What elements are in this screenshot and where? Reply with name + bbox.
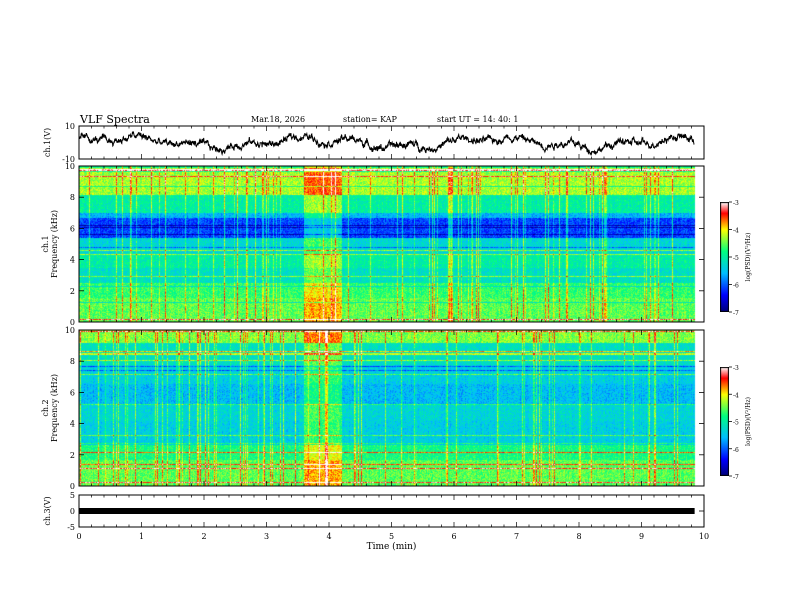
ch2-spectrogram-image — [79, 330, 704, 486]
x-tick-label: 5 — [389, 532, 394, 541]
colorbar-tick-label: -6 — [733, 283, 739, 290]
ch1-freq-axis-label: Frequency (kHz) — [50, 210, 59, 278]
colorbar-tick-label: -4 — [733, 228, 739, 235]
x-tick-label: 9 — [639, 532, 644, 541]
ch1-freq-tick-label: 8 — [70, 193, 75, 202]
ch3-tick-label: 5 — [70, 491, 75, 500]
x-axis-label: Time (min) — [367, 541, 417, 552]
colorbar-tick-label: -7 — [733, 474, 739, 481]
ch2-axis-label: ch.2 — [41, 399, 50, 416]
ch1-freq-tick-label: 10 — [65, 162, 75, 171]
ch3-level-band — [79, 508, 695, 514]
ch3-tick-label: 0 — [70, 507, 75, 516]
ch3-axis-label: ch.3(V) — [43, 496, 52, 525]
ch2-freq-tick-label: 2 — [70, 451, 75, 460]
ch1-axis-label: ch.1 — [41, 235, 50, 252]
x-tick-label: 8 — [576, 532, 581, 541]
ch1-tick-label: -10 — [62, 155, 75, 164]
colorbar-tick-label: -3 — [733, 200, 739, 207]
ch1-waveform-line — [78, 131, 695, 157]
ch2-freq-tick-label: 8 — [70, 357, 75, 366]
colorbar-tick-label: -5 — [733, 255, 739, 262]
ch2-freq-tick-label: 4 — [70, 420, 75, 429]
ch1-axis-label: ch.1(V) — [43, 128, 52, 157]
colorbar-label: log(PSD)(V²/Hz) — [745, 233, 752, 282]
ch1-freq-tick-label: 2 — [70, 287, 75, 296]
colorbar-label: log(PSD)(V²/Hz) — [745, 397, 752, 446]
x-tick-label: 1 — [139, 532, 144, 541]
header-station: station= KAP — [343, 115, 398, 124]
x-tick-label: 10 — [699, 532, 709, 541]
ch2-colorbar — [720, 367, 729, 476]
x-tick-label: 7 — [514, 532, 519, 541]
ch2-freq-tick-label: 10 — [65, 326, 75, 335]
x-tick-label: 0 — [76, 532, 81, 541]
ch3-tick-label: -5 — [67, 523, 75, 532]
ch2-freq-axis-label: Frequency (kHz) — [50, 374, 59, 442]
x-tick-label: 6 — [451, 532, 456, 541]
ch1-colorbar — [720, 202, 729, 312]
colorbar-tick-label: -7 — [733, 310, 739, 317]
header-start-ut: start UT = 14: 40: 1 — [437, 115, 518, 124]
ch2-freq-tick-label: 6 — [70, 388, 75, 397]
panel-frame — [78, 329, 705, 487]
panel-frame — [78, 165, 705, 323]
ch1-freq-tick-label: 6 — [70, 224, 75, 233]
figure-title: VLF Spectra — [79, 113, 150, 126]
x-tick-label: 2 — [201, 532, 206, 541]
ch1-freq-tick-label: 4 — [70, 256, 75, 265]
x-tick-label: 4 — [326, 532, 331, 541]
x-tick-label: 3 — [264, 532, 269, 541]
colorbar-tick-label: -4 — [733, 392, 739, 399]
ch1-tick-label: 10 — [65, 122, 75, 131]
header-date: Mar.18, 2026 — [251, 115, 305, 124]
ch1-spectrogram-image — [79, 166, 704, 322]
ch1-freq-tick-label: 0 — [70, 318, 75, 327]
colorbar-tick-label: -6 — [733, 447, 739, 454]
ch2-freq-tick-label: 0 — [70, 482, 75, 491]
colorbar-tick-label: -5 — [733, 420, 739, 427]
colorbar-tick-label: -3 — [733, 365, 739, 372]
